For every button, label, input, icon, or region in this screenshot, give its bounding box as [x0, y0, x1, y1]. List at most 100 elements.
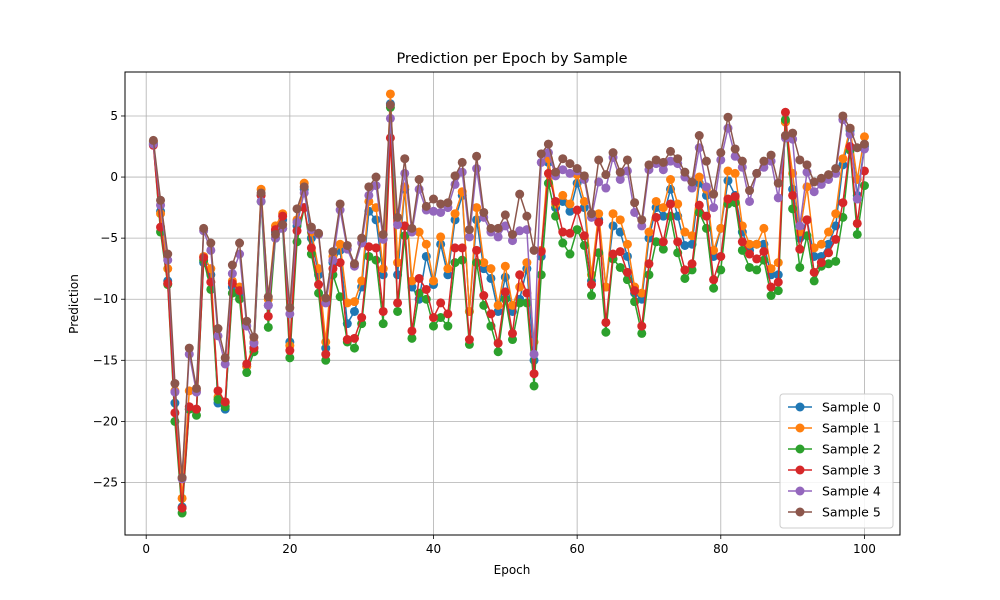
- data-point: [687, 177, 697, 187]
- legend-entry: Sample 4: [788, 484, 881, 499]
- data-point: [852, 143, 862, 153]
- data-point: [235, 286, 245, 296]
- data-point: [802, 215, 812, 225]
- data-point: [745, 249, 755, 259]
- data-point: [701, 156, 711, 166]
- x-tick-label: 100: [853, 542, 876, 556]
- data-point: [630, 198, 640, 208]
- legend-marker: [795, 486, 805, 496]
- data-point: [752, 239, 762, 249]
- data-point: [543, 139, 553, 149]
- data-point: [694, 200, 704, 210]
- data-point: [493, 223, 503, 233]
- data-point: [472, 203, 482, 213]
- data-point: [795, 244, 805, 254]
- data-point: [809, 187, 819, 197]
- data-point: [493, 347, 503, 357]
- data-point: [235, 238, 245, 248]
- data-point: [644, 259, 654, 269]
- data-point: [687, 259, 697, 269]
- x-tick-label: 0: [142, 542, 150, 556]
- data-point: [349, 306, 359, 316]
- data-point: [558, 154, 568, 164]
- data-point: [615, 215, 625, 225]
- data-point: [464, 232, 474, 242]
- data-point: [558, 238, 568, 248]
- data-point: [306, 243, 316, 253]
- chart-title: Prediction per Epoch by Sample: [396, 51, 627, 67]
- data-point: [673, 199, 683, 209]
- data-point: [565, 206, 575, 216]
- data-point: [263, 322, 273, 332]
- data-point: [213, 394, 223, 404]
- tick-layer: 0 20 40 60 80 100 5 0 −5 −10 −15 −20 −25: [93, 109, 876, 556]
- data-point: [622, 267, 632, 277]
- data-point: [809, 243, 819, 253]
- data-point: [565, 168, 575, 178]
- data-point: [766, 282, 776, 292]
- data-point: [522, 298, 532, 308]
- data-point: [156, 195, 166, 205]
- data-point: [508, 328, 517, 338]
- data-point: [816, 173, 826, 183]
- data-point: [558, 165, 568, 175]
- data-point: [658, 244, 668, 254]
- y-tick-label: 0: [110, 170, 118, 184]
- data-point: [780, 107, 790, 117]
- data-point: [529, 245, 539, 255]
- data-point: [450, 171, 460, 181]
- data-point: [594, 155, 604, 165]
- data-point: [522, 288, 532, 298]
- data-point: [615, 262, 625, 272]
- data-point: [579, 240, 589, 250]
- data-point: [450, 243, 460, 253]
- data-point: [428, 313, 438, 323]
- data-point: [364, 182, 374, 192]
- data-point: [407, 223, 417, 233]
- data-point: [709, 283, 719, 293]
- legend-entry: Sample 5: [788, 505, 881, 520]
- data-point: [680, 240, 690, 250]
- data-point: [220, 397, 230, 407]
- data-point: [572, 205, 582, 215]
- data-point: [357, 233, 367, 243]
- data-point: [551, 196, 561, 206]
- data-point: [680, 273, 690, 283]
- data-point: [716, 265, 726, 275]
- data-point: [572, 225, 582, 235]
- data-point: [838, 111, 848, 121]
- data-point: [371, 172, 381, 182]
- data-point: [328, 255, 338, 265]
- data-point: [263, 311, 273, 321]
- y-tick-label: −5: [100, 231, 118, 245]
- data-point: [680, 227, 690, 237]
- data-point: [773, 178, 783, 188]
- data-point: [587, 280, 597, 290]
- data-point: [371, 243, 381, 253]
- data-point: [658, 203, 668, 213]
- data-point: [472, 151, 482, 161]
- data-point: [335, 258, 345, 268]
- data-point: [292, 204, 302, 214]
- data-point: [371, 215, 381, 225]
- data-point: [687, 231, 697, 241]
- data-point: [536, 149, 546, 159]
- data-point: [314, 228, 324, 238]
- data-point: [651, 155, 661, 165]
- data-point: [852, 194, 862, 204]
- data-point: [601, 183, 611, 193]
- data-point: [788, 204, 798, 214]
- data-point: [723, 166, 733, 176]
- data-point: [457, 157, 467, 167]
- data-point: [709, 203, 719, 213]
- data-point: [637, 321, 647, 331]
- data-point: [658, 165, 668, 175]
- data-point: [651, 212, 661, 222]
- data-point: [831, 209, 841, 219]
- data-point: [594, 217, 604, 227]
- data-point: [759, 223, 769, 233]
- data-point: [335, 199, 345, 209]
- data-point: [809, 177, 819, 187]
- data-point: [249, 332, 259, 342]
- data-point: [795, 221, 805, 231]
